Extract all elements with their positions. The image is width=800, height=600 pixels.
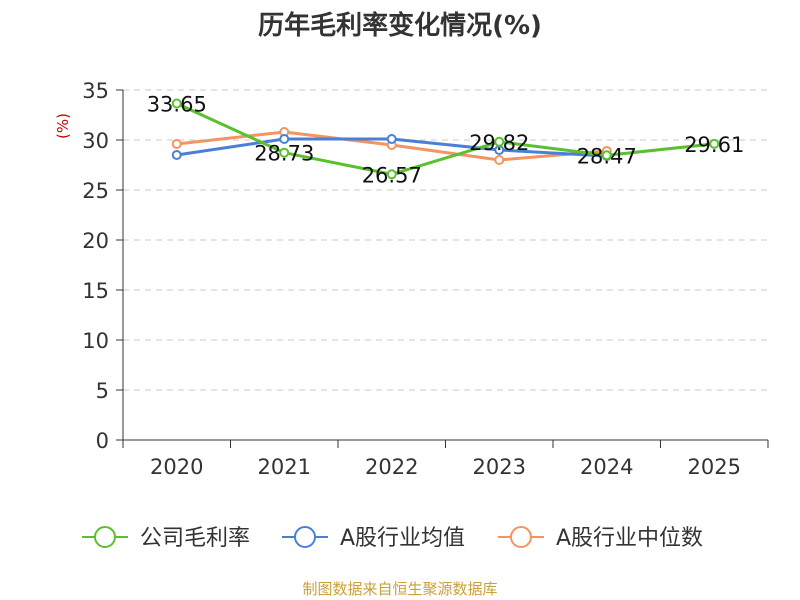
legend-item[interactable]: A股行业中位数 xyxy=(498,526,703,551)
x-tick-label: 2020 xyxy=(150,455,203,479)
y-tick-label: 25 xyxy=(82,179,109,203)
y-axis-label: (%) xyxy=(54,113,72,139)
data-labels: 33.65 28.73 26.57 29.82 28.47 29.61 xyxy=(147,93,745,188)
legend-label: 公司毛利率 xyxy=(140,526,250,551)
y-tick-label: 15 xyxy=(82,279,109,303)
data-point[interactable] xyxy=(279,147,290,158)
data-label: 29.82 xyxy=(469,131,529,155)
data-point[interactable] xyxy=(171,98,182,109)
legend-marker xyxy=(94,526,116,548)
data-label: 28.47 xyxy=(577,144,637,168)
data-point[interactable] xyxy=(494,136,505,147)
legend[interactable]: 公司毛利率 A股行业均值 A股行业中位数 xyxy=(82,526,703,551)
data-point[interactable] xyxy=(494,155,505,165)
data-point[interactable] xyxy=(601,150,612,161)
grid xyxy=(123,89,768,391)
data-point[interactable] xyxy=(171,150,182,160)
data-point[interactable] xyxy=(386,169,397,180)
data-point[interactable] xyxy=(386,134,397,144)
data-point[interactable] xyxy=(279,134,290,144)
y-tick-label: 35 xyxy=(82,79,109,103)
legend-label: A股行业中位数 xyxy=(556,526,703,551)
series-line xyxy=(176,102,715,176)
source-note: 制图数据来自恒生聚源数据库 xyxy=(302,580,497,598)
legend-marker xyxy=(294,526,316,548)
y-tick-label: 0 xyxy=(96,429,109,453)
data-label: 28.73 xyxy=(254,142,314,166)
y-tick-label: 10 xyxy=(82,329,109,353)
x-tick-label: 2024 xyxy=(580,455,633,479)
legend-marker xyxy=(510,526,532,548)
data-label: 29.61 xyxy=(684,133,744,157)
legend-item[interactable]: 公司毛利率 xyxy=(82,526,250,551)
legend-label: A股行业均值 xyxy=(340,526,465,551)
series-layer xyxy=(171,98,720,180)
data-label: 33.65 xyxy=(147,93,207,117)
data-label: 26.57 xyxy=(362,163,422,187)
chart-title: 历年毛利率变化情况(%) xyxy=(258,10,542,41)
y-tick-label: 5 xyxy=(96,379,109,403)
data-point[interactable] xyxy=(171,139,182,149)
x-tick-label: 2021 xyxy=(258,455,311,479)
data-point[interactable] xyxy=(709,138,720,149)
y-tick-label: 20 xyxy=(82,229,109,253)
legend-item[interactable]: A股行业均值 xyxy=(282,526,465,551)
x-tick-label: 2025 xyxy=(688,455,741,479)
x-tick-label: 2022 xyxy=(365,455,418,479)
y-tick-label: 30 xyxy=(82,129,109,153)
x-tick-label: 2023 xyxy=(473,455,526,479)
